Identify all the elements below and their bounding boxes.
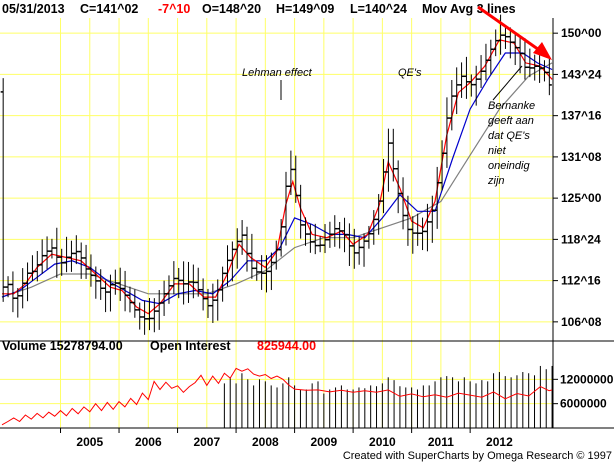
- header-mov-avg: Mov Avg 3 lines: [422, 2, 516, 16]
- price-tick-label: 125^00: [561, 191, 602, 205]
- open-interest-series: [1, 367, 553, 426]
- price-tick-label: 131^08: [561, 150, 602, 164]
- volume-header-volume: Volume 15278794.00: [2, 339, 123, 353]
- year-tick-label: 2009: [311, 435, 338, 449]
- trend-arrow-line: [477, 5, 543, 54]
- price-tick-label: 137^16: [561, 109, 602, 123]
- header-change: -7^10: [158, 2, 190, 16]
- price-y-axis: 150^00 143^24 137^16 131^08 125^00 118^24 112^…: [553, 26, 602, 329]
- annotation-bernanke: Bernanke geeft aan dat QE's niet oneindig zij…: [487, 100, 535, 187]
- price-bars-series: [0, 14, 552, 335]
- annotation-bernanke-line: niet: [488, 145, 507, 157]
- price-tick-label: 150^00: [561, 26, 602, 40]
- header-low: L=140^24: [350, 2, 407, 16]
- volume-header-oi-label: Open Interest: [150, 339, 231, 353]
- annotation-lehman: Lehman effect: [242, 67, 313, 79]
- year-tick-label: 2008: [252, 435, 279, 449]
- header-date: 05/31/2013: [2, 2, 65, 16]
- volume-bars-series: [223, 365, 553, 428]
- annotation-bernanke-pointer: [492, 65, 523, 101]
- year-tick-label: 2005: [76, 435, 103, 449]
- grid: [0, 18, 553, 428]
- header-close: C=141^02: [80, 2, 138, 16]
- trend-arrow-head: [533, 42, 552, 60]
- annotation-bernanke-line: oneindig: [488, 160, 530, 172]
- annotation-qe: QE's: [398, 67, 422, 79]
- header-high: H=149^09: [276, 2, 334, 16]
- volume-header-oi-value: 825944.00: [257, 339, 316, 353]
- year-tick-label: 2006: [135, 435, 162, 449]
- open-interest-line: [1, 367, 553, 426]
- price-tick-label: 112^16: [561, 274, 601, 288]
- volume-tick-label: 6000000: [560, 397, 607, 411]
- volume-y-axis: 12000000 6000000: [553, 372, 614, 411]
- x-axis: 2005 2006 2007 2008 2009 2010 2011 2012: [60, 428, 513, 449]
- annotation-bernanke-line: dat QE's: [488, 130, 530, 142]
- annotation-bernanke-line: geeft aan: [488, 115, 534, 127]
- year-tick-label: 2010: [369, 435, 396, 449]
- volume-tick-label: 12000000: [560, 372, 614, 386]
- credit-text: Created with SuperCharts by Omega Resear…: [343, 450, 612, 462]
- price-tick-label: 143^24: [561, 67, 602, 81]
- year-tick-label: 2007: [193, 435, 220, 449]
- price-tick-label: 118^24: [561, 232, 601, 246]
- year-tick-label: 2011: [428, 435, 454, 449]
- header-open: O=148^20: [202, 2, 261, 16]
- annotation-bernanke-line: zijn: [487, 175, 505, 187]
- annotation-bernanke-line: Bernanke: [488, 100, 535, 112]
- year-tick-label: 2012: [486, 435, 513, 449]
- price-tick-label: 106^08: [561, 315, 602, 329]
